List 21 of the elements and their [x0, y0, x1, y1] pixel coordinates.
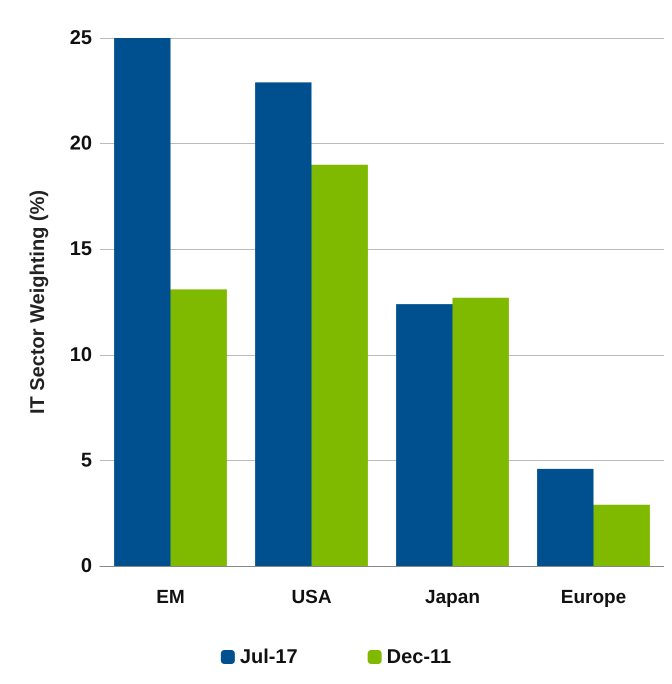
- bar: [312, 164, 368, 566]
- bar: [594, 504, 650, 566]
- y-tick-label: 10: [70, 344, 92, 366]
- y-tick-label: 25: [70, 27, 92, 49]
- x-tick-label: Japan: [425, 587, 480, 608]
- y-axis-title: IT Sector Weighting (%): [27, 190, 49, 414]
- y-tick-label: 5: [80, 449, 92, 472]
- bar: [396, 304, 452, 566]
- bar: [452, 298, 509, 566]
- y-tick-label: 15: [70, 238, 92, 260]
- x-tick-label: USA: [291, 587, 332, 608]
- y-tick-label: 0: [80, 555, 92, 577]
- bar: [114, 38, 170, 566]
- bar: [537, 468, 594, 566]
- bar: [170, 289, 227, 566]
- x-tick-label: Europe: [560, 587, 626, 608]
- bar: [255, 82, 312, 566]
- legend-label: Dec-11: [386, 646, 452, 668]
- x-tick-label: EM: [156, 587, 185, 608]
- legend-label: Jul-17: [240, 646, 298, 668]
- y-tick-label: 20: [70, 132, 92, 155]
